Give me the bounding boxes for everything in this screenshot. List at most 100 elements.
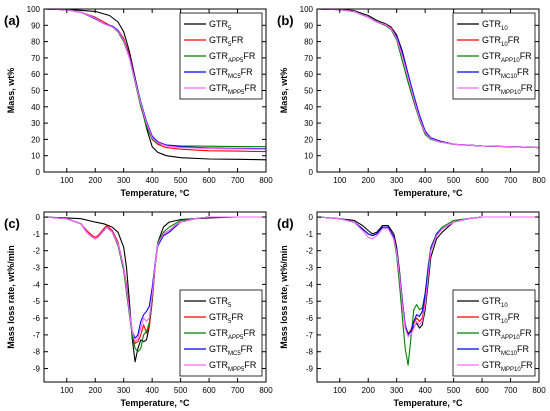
series-line (45, 216, 266, 343)
y-tick-label: -5 (33, 297, 41, 306)
y-tick-label: 0 (309, 168, 314, 177)
y-tick-label: 40 (31, 103, 40, 112)
panel-label: (c) (4, 216, 20, 231)
y-axis-label: Mass loss rate, wt%/min (6, 245, 16, 349)
x-axis-label: Temperature, °C (121, 398, 190, 408)
x-tick-label: 200 (89, 386, 103, 395)
x-tick-label: 700 (231, 386, 245, 395)
legend-label: GTR10 (482, 19, 508, 32)
legend-label: GTR5 (209, 296, 232, 309)
y-tick-label: -8 (306, 348, 314, 357)
legend: GTR10 GTR10FR GTRAPP10FR GTRMC10FR GTRMPP10F… (452, 289, 536, 377)
chart-panel: (b) 100 200 300 400 500 600 700 800 0 10 20 30 40 50 60… (277, 5, 546, 198)
series-line (45, 9, 266, 150)
x-tick-label: 400 (145, 176, 159, 185)
legend-label: GTR10 (482, 296, 508, 309)
x-tick-label: 200 (89, 176, 103, 185)
x-tick-label: 500 (174, 386, 188, 395)
y-tick-label: -3 (306, 264, 314, 273)
y-tick-label: 50 (31, 87, 40, 96)
legend-label: GTR10FR (482, 35, 520, 48)
x-tick-label: 200 (362, 386, 376, 395)
legend: GTR5 GTR5FR GTRAPP5FR GTRMC5FR GTRMPP5FR (179, 289, 263, 377)
x-tick-label: 400 (418, 386, 432, 395)
y-tick-label: 0 (36, 213, 41, 222)
x-tick-label: 700 (504, 386, 518, 395)
x-tick-label: 600 (202, 386, 216, 395)
x-tick-label: 300 (390, 386, 404, 395)
x-tick-label: 800 (259, 176, 273, 185)
legend-label: GTRAPP5FR (209, 328, 256, 341)
series-group (318, 216, 539, 366)
x-tick-label: 800 (532, 176, 546, 185)
y-tick-label: -8 (33, 348, 41, 357)
series-line (318, 216, 539, 338)
y-tick-label: -6 (306, 314, 314, 323)
chart-panel: (c) 100 200 300 400 500 600 700 800 0 -1 -2 -3 -4 -5 -6… (4, 211, 273, 408)
y-tick-label: -9 (306, 365, 314, 374)
series-group (318, 9, 539, 149)
x-tick-label: 100 (333, 176, 347, 185)
legend-label: GTR5FR (209, 312, 244, 325)
y-tick-label: 100 (27, 5, 41, 14)
legend-label: GTRAPP10FR (482, 51, 532, 64)
y-tick-label: 70 (31, 54, 40, 63)
x-tick-label: 100 (60, 386, 74, 395)
y-tick-label: 60 (304, 70, 313, 79)
panel-label: (d) (277, 216, 294, 231)
y-tick-label: -9 (33, 365, 41, 374)
plot-frame (43, 211, 267, 383)
y-tick-label: 30 (304, 119, 313, 128)
series-group (45, 9, 266, 161)
y-tick-label: 70 (304, 54, 313, 63)
x-tick-label: 600 (475, 386, 489, 395)
y-tick-label: -7 (306, 331, 314, 340)
panel-label: (a) (4, 13, 20, 28)
y-tick-label: 10 (304, 152, 313, 161)
y-tick-label: 60 (31, 70, 40, 79)
legend: GTR10 GTR10FR GTRAPP10FR GTRMC10FR GTRMPP10F… (452, 12, 536, 100)
y-tick-label: 100 (300, 5, 314, 14)
y-tick-label: -1 (306, 230, 314, 239)
x-tick-label: 700 (504, 176, 518, 185)
x-axis-label: Temperature, °C (394, 398, 463, 408)
plot-frame (316, 211, 540, 383)
y-tick-label: 90 (31, 21, 40, 30)
y-axis-label: Mass, wt% (279, 68, 289, 114)
y-tick-label: 90 (304, 21, 313, 30)
series-line (45, 216, 266, 363)
y-tick-label: -2 (306, 247, 314, 256)
x-tick-label: 500 (447, 176, 461, 185)
x-tick-label: 300 (117, 176, 131, 185)
x-tick-label: 100 (60, 176, 74, 185)
legend-label: GTRMPP5FR (209, 360, 257, 373)
y-tick-label: 20 (304, 135, 313, 144)
y-tick-label: 0 (309, 213, 314, 222)
y-tick-label: 10 (31, 152, 40, 161)
legend-label: GTRMPP5FR (209, 83, 257, 96)
legend-label: GTRMC10FR (482, 67, 530, 80)
legend-label: GTRMPP10FR (482, 360, 533, 373)
x-tick-label: 800 (259, 386, 273, 395)
y-axis-label: Mass loss rate, wt%/min (279, 245, 289, 349)
legend-label: GTRMC10FR (482, 344, 530, 357)
x-axis-label: Temperature, °C (394, 188, 463, 198)
y-tick-label: -2 (33, 247, 41, 256)
x-tick-label: 600 (475, 176, 489, 185)
y-tick-label: 20 (31, 135, 40, 144)
legend-label: GTR10FR (482, 312, 520, 325)
y-tick-label: 80 (31, 38, 40, 47)
y-tick-label: 50 (304, 87, 313, 96)
x-tick-label: 400 (145, 386, 159, 395)
panel-label: (b) (277, 13, 294, 28)
y-tick-label: -3 (33, 264, 41, 273)
y-tick-label: 80 (304, 38, 313, 47)
x-tick-label: 300 (390, 176, 404, 185)
x-tick-label: 400 (418, 176, 432, 185)
legend-label: GTR5FR (209, 35, 244, 48)
series-line (318, 9, 539, 149)
chart-panel: (d) 100 200 300 400 500 600 700 800 0 -1 -2 -3 -4 -5 -6… (277, 211, 546, 408)
y-axis-label: Mass, wt% (6, 68, 16, 114)
chart-panel: (a) 100 200 300 400 500 600 700 800 0 10 20 30 40 50 60… (4, 5, 273, 198)
